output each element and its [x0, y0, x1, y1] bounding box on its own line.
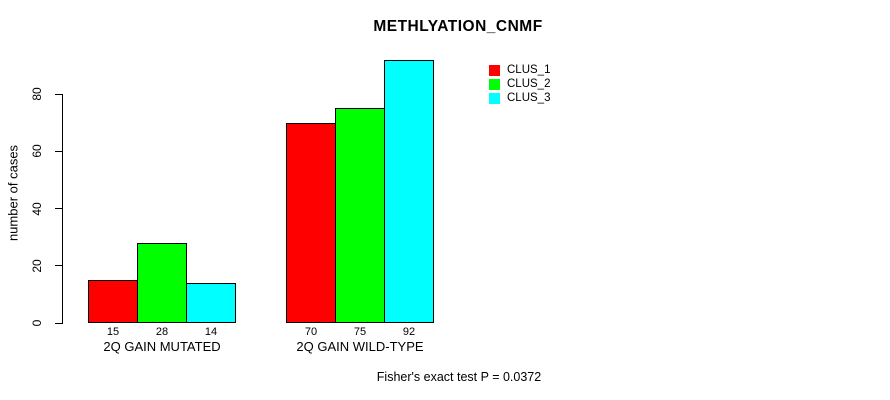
- category-label-group1: 2Q GAIN WILD-TYPE: [296, 339, 424, 354]
- annotation-fishers-test: Fisher's exact test P = 0.0372: [376, 370, 542, 384]
- bar-clus_1-group0: [88, 280, 138, 323]
- y-tick-label: 80: [30, 87, 44, 101]
- bar-value-label: 75: [353, 326, 367, 338]
- y-tick-label: 40: [30, 201, 44, 216]
- y-axis-line: [62, 94, 63, 324]
- y-tick-mark: [55, 322, 62, 324]
- legend-row: CLUS_1: [489, 63, 550, 77]
- bar-value-label: 14: [204, 326, 218, 338]
- legend: CLUS_1 CLUS_2 CLUS_3: [489, 63, 550, 105]
- bar-value-label: 15: [106, 326, 120, 338]
- bar-clus_3-group1: [384, 59, 434, 323]
- legend-swatch-clus_2: [489, 78, 500, 90]
- legend-label: CLUS_3: [507, 92, 551, 104]
- y-tick-mark: [55, 150, 62, 152]
- bar-value-label: 92: [402, 326, 416, 338]
- chart-title: METHLYATION_CNMF: [373, 18, 543, 35]
- y-tick-mark: [55, 208, 62, 209]
- legend-row: CLUS_2: [489, 77, 550, 91]
- bar-value-label: 28: [155, 326, 169, 338]
- legend-swatch-clus_3: [489, 92, 500, 104]
- category-label-group0: 2Q GAIN MUTATED: [103, 339, 221, 354]
- bar-clus_3-group0: [186, 282, 236, 323]
- y-tick-mark: [55, 93, 62, 95]
- bar-value-label: 70: [304, 326, 318, 338]
- bar-clus_1-group1: [286, 122, 336, 323]
- bar-clus_2-group1: [335, 108, 385, 323]
- legend-swatch-clus_1: [489, 64, 500, 76]
- bar-clus_2-group0: [137, 242, 187, 323]
- legend-label: CLUS_1: [507, 64, 551, 76]
- y-tick-label: 20: [30, 259, 44, 273]
- legend-label: CLUS_2: [507, 78, 551, 90]
- y-tick-label: 0: [30, 319, 44, 327]
- y-tick-label: 60: [30, 144, 44, 158]
- y-tick-mark: [55, 265, 62, 267]
- y-axis-label: number of cases: [5, 144, 21, 242]
- legend-row: CLUS_3: [489, 91, 550, 105]
